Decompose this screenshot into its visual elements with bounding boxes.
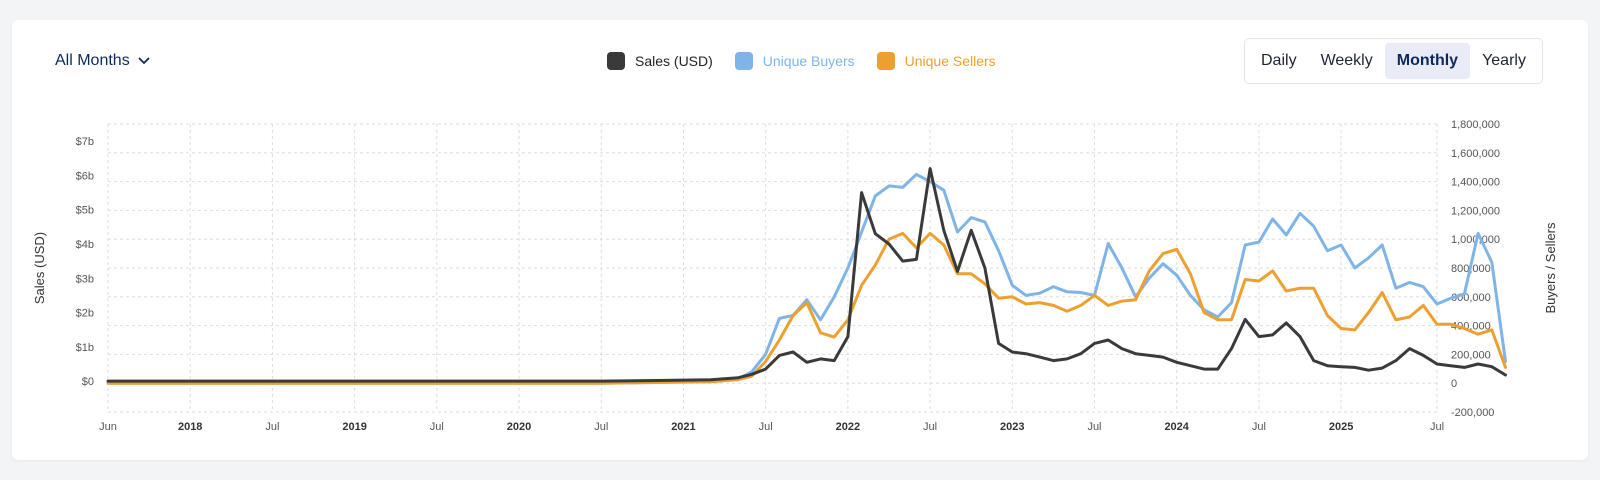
legend-item-buyers[interactable]: Unique Buyers — [734, 52, 855, 70]
y-left-tick-label: $2b — [76, 308, 94, 320]
chart-card — [12, 20, 1588, 460]
y-right-tick-label: 1,200,000 — [1451, 205, 1500, 217]
period-monthly-button[interactable]: Monthly — [1384, 43, 1471, 79]
x-tick-label: Jul — [430, 421, 444, 433]
series-line-buyers — [106, 172, 1507, 385]
y-left-tick-label: $5b — [76, 205, 94, 217]
period-yearly-button[interactable]: Yearly — [1482, 52, 1526, 69]
y-left-tick-label: $6b — [76, 170, 94, 182]
y-right-tick-label: 200,000 — [1451, 349, 1491, 361]
x-tick-label: Jul — [1252, 421, 1266, 433]
x-tick-label: 2020 — [507, 421, 531, 433]
chevron-down-icon — [138, 57, 150, 65]
y-left-tick-label: $4b — [76, 239, 94, 251]
y-right-axis-title: Buyers / Sellers — [1543, 222, 1558, 314]
period-toggle: Daily Weekly Monthly Yearly — [1244, 38, 1543, 84]
x-tick-label: Jul — [759, 421, 773, 433]
x-tick-label: Jun — [99, 421, 117, 433]
y-right-tick-label: 400,000 — [1451, 321, 1491, 333]
legend-item-sellers[interactable]: Unique Sellers — [876, 52, 996, 70]
x-tick-label: 2022 — [836, 421, 860, 433]
legend-swatch-buyers — [734, 52, 753, 70]
x-tick-label: Jul — [265, 421, 279, 433]
y-right-tick-label: 1,400,000 — [1451, 177, 1500, 189]
x-tick-label: Jul — [1430, 421, 1444, 433]
y-right-tick-label: -200,000 — [1451, 407, 1494, 419]
x-tick-label: 2025 — [1329, 421, 1353, 433]
x-tick-label: 2019 — [342, 421, 366, 433]
chart-legend: Sales (USD) Unique Buyers Unique Sellers — [607, 52, 996, 70]
series-line-sales — [106, 167, 1507, 383]
legend-swatch-sellers — [876, 52, 895, 70]
month-filter-dropdown[interactable]: All Months — [55, 52, 150, 70]
legend-label-sellers: Unique Sellers — [904, 53, 996, 69]
x-tick-label: 2023 — [1000, 421, 1024, 433]
y-left-axis-title: Sales (USD) — [32, 232, 47, 304]
x-tick-label: 2018 — [178, 421, 202, 433]
y-left-tick-label: $1b — [76, 342, 94, 354]
x-tick-label: 2024 — [1164, 421, 1189, 433]
legend-swatch-sales — [607, 52, 625, 70]
y-right-tick-label: 0 — [1451, 378, 1457, 390]
y-left-tick-label: $0 — [82, 376, 94, 388]
y-left-tick-label: $3b — [76, 273, 94, 285]
legend-label-sales: Sales (USD) — [635, 53, 713, 69]
y-left-tick-label: $7b — [76, 136, 94, 148]
x-tick-label: Jul — [594, 421, 608, 433]
y-right-tick-label: 1,800,000 — [1451, 119, 1500, 131]
month-filter-label: All Months — [55, 52, 130, 69]
x-tick-label: 2021 — [671, 421, 695, 433]
legend-item-sales[interactable]: Sales (USD) — [607, 52, 713, 70]
x-tick-label: Jul — [923, 421, 937, 433]
y-right-tick-label: 1,600,000 — [1451, 148, 1500, 160]
x-tick-label: Jul — [1087, 421, 1101, 433]
period-daily-button[interactable]: Daily — [1261, 52, 1297, 69]
period-weekly-button[interactable]: Weekly — [1320, 52, 1373, 69]
series-line-sellers — [106, 231, 1507, 385]
legend-label-buyers: Unique Buyers — [762, 53, 855, 69]
